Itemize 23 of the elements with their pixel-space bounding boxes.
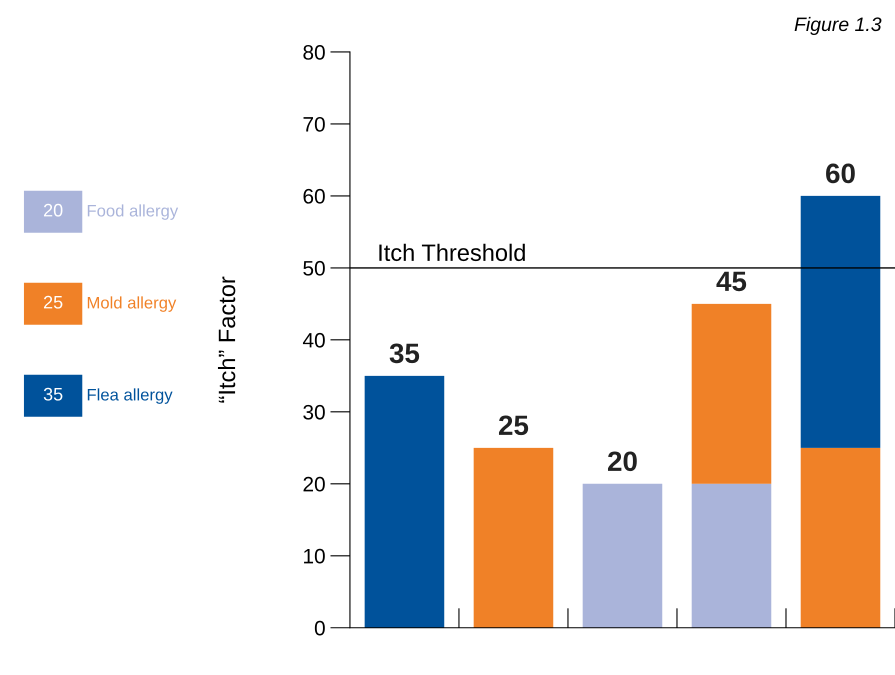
- y-tick-label: 30: [303, 404, 325, 420]
- y-tick-label: 40: [302, 332, 325, 348]
- text: 20: [44, 204, 62, 217]
- total-label: 25: [498, 415, 528, 436]
- ref-line-label: Itch Threshold: [379, 244, 525, 262]
- chart-title: Figure 1.3: [794, 16, 882, 35]
- text: Flea allergy: [88, 388, 173, 404]
- total-label: 60: [826, 164, 855, 184]
- y-tick-label: 70: [304, 116, 325, 132]
- y-tick-label: 0: [314, 620, 325, 636]
- y-tick-label: 50: [303, 260, 325, 276]
- total-label: 35: [390, 343, 420, 364]
- text: 35: [44, 388, 62, 401]
- total-label: 20: [608, 451, 637, 472]
- text: Mold allergy: [88, 296, 176, 312]
- y-tick-label: 10: [304, 548, 325, 564]
- y-tick-label: 80: [303, 44, 325, 60]
- text: Food allergy: [88, 204, 178, 220]
- y-tick-label: 60: [304, 188, 325, 204]
- y-tick-label: 20: [304, 476, 325, 492]
- y-axis-title: “Itch” Factor: [218, 276, 236, 403]
- total-label: 45: [716, 272, 746, 292]
- text: 25: [44, 296, 62, 309]
